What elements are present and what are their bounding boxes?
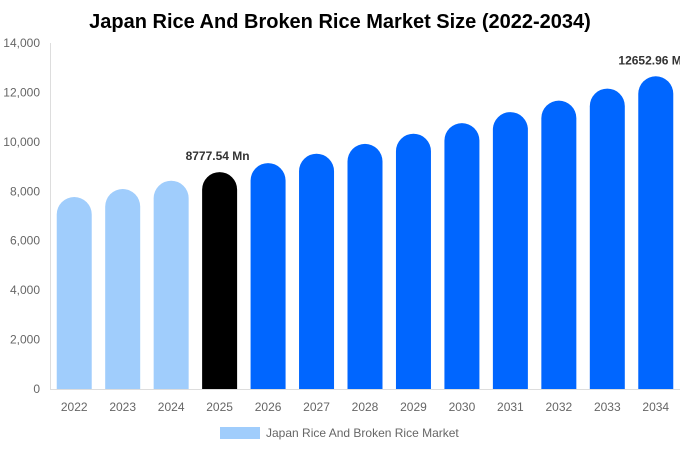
y-tick-label: 0 xyxy=(33,382,40,396)
x-tick-label: 2022 xyxy=(61,400,88,414)
x-tick-label: 2032 xyxy=(545,400,572,414)
bar-2029[interactable] xyxy=(395,133,431,389)
data-label: 8777.54 Mn xyxy=(186,149,250,163)
x-tick-label: 2029 xyxy=(400,400,427,414)
bar-2033[interactable] xyxy=(589,88,625,390)
bar-2027[interactable] xyxy=(299,153,335,389)
x-tick-label: 2033 xyxy=(594,400,621,414)
chart-title: Japan Rice And Broken Rice Market Size (… xyxy=(89,11,591,33)
x-tick-label: 2030 xyxy=(449,400,476,414)
data-label: 12652.96 Mn xyxy=(618,53,680,67)
x-tick-label: 2034 xyxy=(642,400,669,414)
x-tick-label: 2027 xyxy=(303,400,330,414)
x-tick-label: 2028 xyxy=(352,400,379,414)
x-tick-label: 2031 xyxy=(497,400,524,414)
bar-2026[interactable] xyxy=(250,163,286,389)
y-tick-label: 10,000 xyxy=(3,135,40,149)
y-tick-label: 2,000 xyxy=(10,333,40,347)
y-tick-label: 8,000 xyxy=(10,184,40,198)
x-tick-label: 2026 xyxy=(255,400,282,414)
x-tick-label: 2024 xyxy=(158,400,185,414)
legend[interactable]: Japan Rice And Broken Rice Market xyxy=(220,426,459,440)
bar-2023[interactable] xyxy=(105,189,141,389)
bar-2025[interactable] xyxy=(202,172,238,389)
bar-2031[interactable] xyxy=(492,112,528,389)
bar-2032[interactable] xyxy=(541,100,577,389)
bar-2024[interactable] xyxy=(153,180,189,389)
y-tick-label: 6,000 xyxy=(10,234,40,248)
y-tick-label: 14,000 xyxy=(3,36,40,50)
y-tick-label: 4,000 xyxy=(10,283,40,297)
y-tick-label: 12,000 xyxy=(3,85,40,99)
bar-2028[interactable] xyxy=(347,143,383,389)
legend-label: Japan Rice And Broken Rice Market xyxy=(266,426,459,440)
bar-2034[interactable] xyxy=(638,76,674,389)
legend-swatch xyxy=(220,427,260,439)
x-tick-label: 2023 xyxy=(109,400,136,414)
bar-2022[interactable] xyxy=(56,196,92,389)
bar-2030[interactable] xyxy=(444,123,480,389)
x-tick-label: 2025 xyxy=(206,400,233,414)
